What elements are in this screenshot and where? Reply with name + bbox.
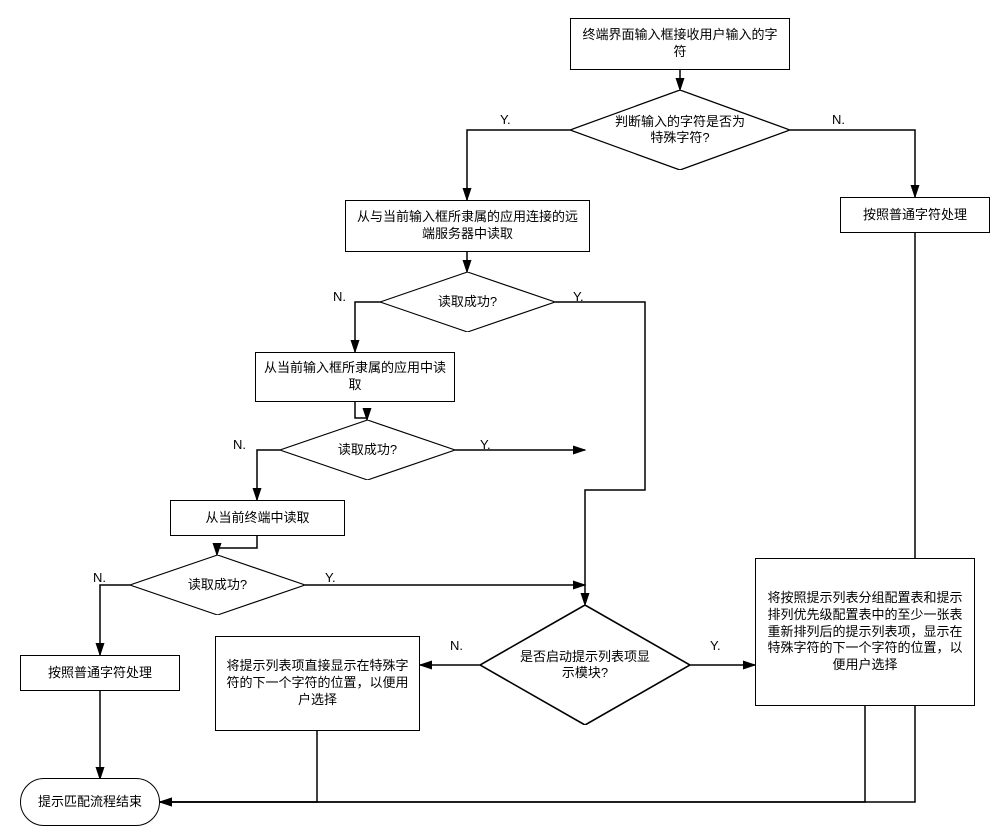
node-decision-display-module: 是否启动提示列表项显示模块?: [480, 605, 690, 725]
node-show-sorted: 将按照提示列表分组配置表和提示排列优先级配置表中的至少一张表重新排列后的提示列表…: [755, 558, 975, 706]
node-text: 按照普通字符处理: [863, 207, 967, 224]
node-decision-read-local-ok: 读取成功?: [130, 555, 305, 615]
edge-label: Y.: [500, 112, 511, 127]
node-end: 提示匹配流程结束: [20, 778, 160, 826]
edge-label: N.: [832, 112, 845, 127]
node-text: 从当前输入框所隶属的应用中读取: [262, 360, 448, 394]
node-start: 终端界面输入框接收用户输入的字符: [570, 18, 790, 70]
node-text: 读取成功?: [338, 442, 397, 458]
edge-label: N.: [333, 289, 346, 304]
node-normal-char-left: 按照普通字符处理: [20, 655, 180, 691]
edge-label: Y.: [325, 570, 336, 585]
node-text: 提示匹配流程结束: [38, 794, 142, 810]
edge-label: Y.: [573, 289, 584, 304]
node-text: 读取成功?: [438, 294, 497, 310]
edge-label: N.: [450, 638, 463, 653]
node-text: 是否启动提示列表项显示模块?: [518, 649, 652, 682]
node-text: 判断输入的字符是否为特殊字符?: [610, 114, 751, 147]
node-text: 按照普通字符处理: [48, 665, 152, 682]
node-text: 将按照提示列表分组配置表和提示排列优先级配置表中的至少一张表重新排列后的提示列表…: [762, 590, 968, 674]
flowchart-canvas: 终端界面输入框接收用户输入的字符 判断输入的字符是否为特殊字符? 从与当前输入框…: [0, 0, 1000, 835]
node-text: 终端界面输入框接收用户输入的字符: [577, 27, 783, 61]
node-text: 将提示列表项直接显示在特殊字符的下一个字符的位置，以便用户选择: [222, 658, 413, 709]
node-read-app: 从当前输入框所隶属的应用中读取: [255, 352, 455, 402]
node-decision-special-char: 判断输入的字符是否为特殊字符?: [570, 90, 790, 170]
edge-label: Y.: [710, 638, 721, 653]
edge-label: N.: [93, 570, 106, 585]
node-decision-read-app-ok: 读取成功?: [280, 420, 455, 480]
node-text: 从与当前输入框所隶属的应用连接的远端服务器中读取: [352, 209, 583, 243]
node-text: 读取成功?: [188, 577, 247, 593]
edge-label: N.: [233, 437, 246, 452]
node-show-direct: 将提示列表项直接显示在特殊字符的下一个字符的位置，以便用户选择: [215, 636, 420, 731]
edge-label: Y.: [480, 437, 491, 452]
node-decision-read-remote-ok: 读取成功?: [380, 272, 555, 332]
node-normal-char-right: 按照普通字符处理: [840, 197, 990, 233]
node-text: 从当前终端中读取: [205, 510, 309, 527]
node-read-remote: 从与当前输入框所隶属的应用连接的远端服务器中读取: [345, 200, 590, 252]
node-read-local: 从当前终端中读取: [170, 500, 345, 536]
